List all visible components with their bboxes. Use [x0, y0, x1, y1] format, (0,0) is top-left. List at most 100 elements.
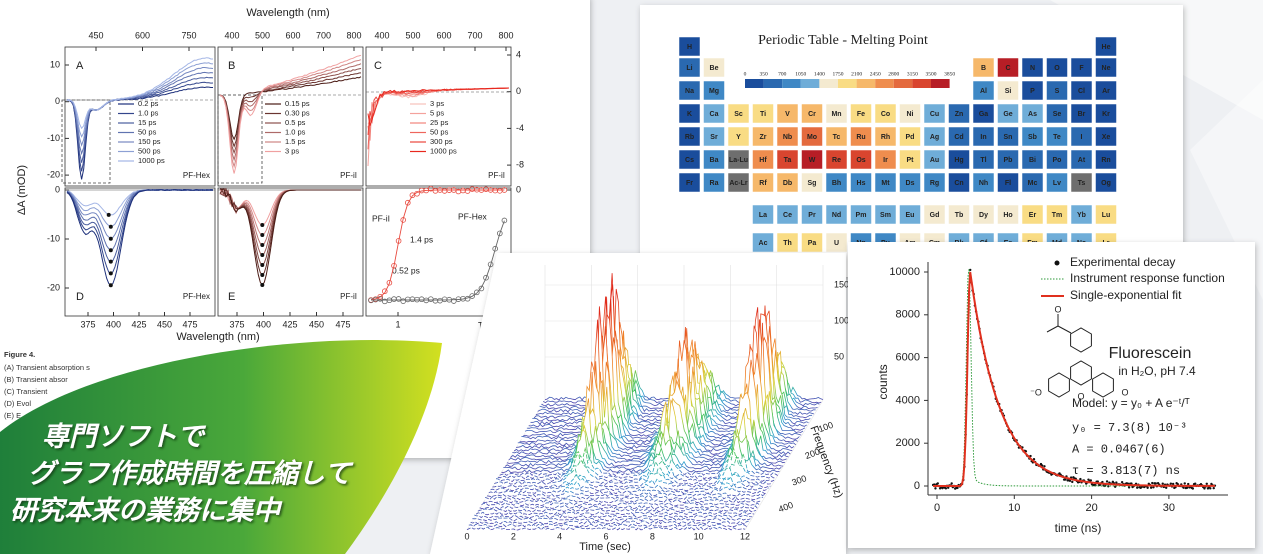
scale-label: 2450 [870, 71, 881, 77]
element-cell [972, 103, 995, 124]
element-symbol: Cd [954, 134, 963, 141]
element-cell [776, 172, 799, 193]
scale-label: 1750 [833, 71, 844, 77]
y-tick-label: 4 [516, 49, 521, 59]
marker [483, 274, 489, 281]
parameter: A = 0.0467(6) [1072, 443, 1166, 457]
element-cell [776, 126, 799, 147]
slice-line [486, 490, 766, 498]
element-symbol: N [1030, 65, 1035, 72]
marker [496, 230, 503, 237]
decay-point [1183, 482, 1186, 485]
x-tick-label: 750 [181, 30, 196, 40]
element-cell [997, 80, 1019, 101]
scale-swatch [782, 79, 801, 88]
spectrum-curve [219, 63, 362, 162]
element-symbol: Ne [1102, 65, 1111, 72]
legend-label: 0.5 ps [285, 118, 306, 127]
element-cell [1095, 80, 1117, 101]
decay-point [1064, 478, 1067, 481]
element-cell [874, 204, 897, 225]
scale-label: 350 [759, 71, 768, 77]
element-cell [1070, 204, 1093, 225]
element-cell [776, 149, 799, 170]
element-cell [1046, 204, 1068, 225]
element-cell [1095, 57, 1117, 78]
marker [487, 261, 494, 268]
annotation: 0.52 ps [392, 265, 420, 275]
element-cell [1021, 57, 1044, 78]
element-cell [825, 103, 848, 124]
element-symbol: Ac-Lr [729, 180, 748, 187]
element-symbol: Zn [955, 111, 964, 118]
element-symbol: Pm [856, 212, 867, 219]
marker [377, 293, 384, 300]
element-cell [923, 172, 946, 193]
element-cell [1070, 103, 1093, 124]
card [848, 242, 1255, 548]
element-cell [1021, 172, 1044, 193]
marker [395, 296, 402, 302]
x-tick-label: 475 [335, 319, 350, 329]
scale-label: 0 [744, 71, 747, 77]
element-symbol: Pd [906, 134, 915, 141]
decay-point [1205, 482, 1208, 485]
element-symbol: Te [1053, 134, 1061, 141]
element-symbol: Ts [1078, 180, 1086, 187]
element-cell [1046, 103, 1068, 124]
marker [391, 262, 397, 269]
atom-label: ⁻O [1030, 387, 1042, 397]
spectrum-curve [219, 188, 361, 286]
peak-marker [260, 243, 265, 248]
peak-marker [260, 273, 265, 278]
legend-label: 1.5 ps [285, 137, 306, 146]
decay-point [1176, 482, 1179, 486]
element-cell [997, 126, 1019, 147]
peak-marker [260, 253, 265, 258]
element-symbol: Tc [833, 134, 841, 141]
parameter: y₀ = 7.3(8) 10⁻³ [1072, 421, 1187, 435]
element-symbol: Nh [979, 180, 988, 187]
slice-line [479, 504, 759, 510]
element-cell [948, 204, 970, 225]
panel-letter: C [374, 60, 382, 72]
element-cell [825, 126, 848, 147]
y-tick-label: -20 [47, 282, 60, 292]
element-symbol: Ni [907, 111, 914, 118]
molecule-ring [1092, 372, 1114, 398]
element-cell [1046, 172, 1068, 193]
caption-line: (B) Transient absor [4, 375, 68, 384]
element-symbol: Si [1005, 88, 1012, 95]
decay-point [1079, 477, 1082, 481]
decay-point [1120, 480, 1124, 484]
element-symbol: Pt [907, 157, 915, 164]
element-cell [899, 103, 921, 124]
element-symbol: Ca [710, 111, 719, 118]
parameter: τ = 3.813(7) ns [1072, 464, 1180, 478]
decay-point [1146, 486, 1149, 489]
x-tick-label: 375 [80, 319, 95, 329]
scale-label: 700 [778, 71, 787, 77]
y-tick-label: 200 [804, 446, 822, 461]
scale-swatch [819, 79, 838, 88]
element-symbol: Sm [880, 212, 891, 219]
element-symbol: Mg [709, 88, 719, 95]
element-cell [801, 126, 823, 147]
slice-line [470, 520, 749, 525]
x-axis-label: Time (sec) [579, 541, 631, 553]
x-tick-label: 450 [88, 30, 103, 40]
element-symbol: Fl [1005, 180, 1011, 187]
element-cell [776, 232, 799, 253]
slice-fill [545, 365, 823, 400]
scale-label: 3500 [926, 71, 937, 77]
element-cell [1095, 36, 1117, 57]
model: Model: y = y₀ + A e⁻ᵗ/ᵀ [1072, 396, 1190, 410]
peak-marker [108, 283, 113, 288]
slice-line [495, 460, 775, 482]
element-symbol: P [1030, 88, 1035, 95]
decay-point [1089, 479, 1093, 482]
slice-fill [470, 520, 749, 524]
decay-point [1171, 482, 1175, 486]
x-tick-label: 450 [157, 319, 172, 329]
